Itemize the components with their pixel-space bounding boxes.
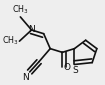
Text: CH$_3$: CH$_3$ [12,3,29,16]
Text: N: N [28,25,35,34]
Text: CH$_3$: CH$_3$ [2,35,18,47]
Text: O: O [64,63,71,72]
Text: N: N [22,73,29,82]
Text: S: S [72,66,78,75]
